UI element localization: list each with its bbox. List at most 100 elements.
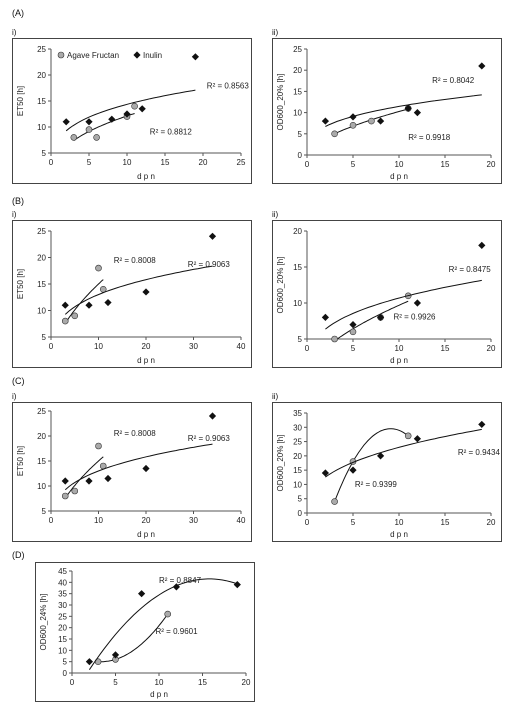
trendline-inulin [64,265,213,315]
y-tick-label: 35 [293,409,302,418]
y-tick-label: 25 [58,612,67,621]
y-tick-label: 45 [58,567,67,576]
y-tick-label: 0 [298,509,303,518]
panel-a-ii-label: ii) [272,28,279,37]
chart-c-ii: 0 5 10 15 20 0 5 10 15 20 25 30 35 d p n OD600_20% [h]… [276,409,501,539]
data-point-inulin [349,113,357,121]
y-tick-label: 30 [58,601,67,610]
data-point-inulin [138,590,146,598]
data-point-inulin [478,241,486,249]
y-tick-label: 5 [63,658,68,667]
x-tick-label: 15 [441,344,450,353]
data-point-inulin [377,117,385,125]
x-tick-label: 20 [142,342,151,351]
y-tick-label: 20 [37,71,46,80]
x-tick-label: 0 [305,518,310,527]
section-label-d: (D) [12,550,25,560]
x-axis-label: d p n [390,172,408,181]
panel-c-i-label: i) [12,392,17,401]
y-axis-label: OD600_20% [h] [276,74,285,131]
data-point-agave [61,492,69,500]
trendline-inulin [325,428,482,478]
r2-label-agave: R² = 0.9601 [156,627,199,636]
x-tick-label: 15 [441,518,450,527]
trendline-agave [334,300,409,340]
data-point-agave [164,610,171,618]
trendline-agave [64,279,104,324]
x-tick-label: 0 [305,160,310,169]
y-tick-label: 15 [293,466,302,475]
trendline-inulin [65,89,196,132]
data-point-agave [70,134,78,141]
x-tick-label: 20 [242,678,251,687]
y-tick-label: 5 [42,149,47,158]
y-tick-label: 10 [37,482,46,491]
x-tick-label: 40 [237,342,246,351]
y-tick-label: 20 [37,254,46,263]
y-tick-label: 40 [58,578,67,587]
x-tick-label: 0 [305,344,310,353]
y-axis-label: ET50 [h] [16,86,25,116]
data-point-inulin [191,53,199,61]
chart-panel-c-ii: 0 5 10 15 20 0 5 10 15 20 25 30 35 d p n OD600_20% [h]… [272,402,502,542]
y-axis-label: OD600_20% [h] [276,257,285,314]
data-point-agave [95,442,102,450]
r2-label-inulin: R² = 0.9063 [188,260,231,269]
y-tick-label: 25 [37,407,46,416]
x-tick-label: 20 [199,158,208,167]
trendline-agave [64,456,104,499]
r2-label-inulin: R² = 0.9434 [458,448,501,457]
r2-label-inulin: R² = 0.9063 [188,434,231,443]
r2-label-agave: R² = 0.8008 [114,256,157,265]
x-tick-label: 0 [70,678,75,687]
section-label-b: (B) [12,196,24,206]
data-point-agave [93,134,100,141]
data-point-agave [349,122,357,129]
x-tick-label: 10 [395,518,404,527]
data-point-agave [71,487,79,495]
legend-label-agave: Agave Fructan [67,51,119,60]
x-tick-label: 5 [113,678,118,687]
y-tick-label: 35 [58,590,67,599]
y-tick-label: 15 [293,87,302,96]
chart-panel-a-ii: 0 5 10 15 20 0 5 10 15 20 25 d p n OD600_20% [h] R² =… [272,38,502,184]
chart-c-i: 0 10 20 30 40 5 10 15 20 25 d p n ET50 [h] R² = 0.80… [16,407,246,539]
y-tick-label: 5 [298,130,303,139]
trendline-agave [334,428,409,502]
y-tick-label: 20 [293,227,302,236]
x-tick-label: 30 [189,342,198,351]
data-point-inulin [108,115,116,123]
x-tick-label: 10 [94,342,103,351]
y-tick-label: 15 [37,280,46,289]
data-point-inulin [61,477,69,485]
panel-c-ii-label: ii) [272,392,279,401]
x-tick-label: 15 [441,160,450,169]
r2-label-inulin: R² = 0.8847 [159,576,202,585]
y-tick-label: 20 [58,624,67,633]
trendline-inulin [64,443,213,491]
y-tick-label: 25 [37,227,46,236]
data-point-inulin [104,298,112,307]
x-axis-label: d p n [390,530,408,539]
chart-b-i: 0 10 20 30 40 5 10 15 20 25 d p n ET50 [h] R² = 0.80… [16,227,246,365]
data-point-inulin [104,474,112,483]
y-tick-label: 30 [293,423,302,432]
data-point-inulin [85,477,93,485]
section-label-c: (C) [12,376,25,386]
data-point-inulin [478,420,486,429]
section-label-a: (A) [12,8,24,18]
y-tick-label: 10 [293,480,302,489]
x-axis-label: d p n [137,356,155,365]
data-point-inulin [413,109,421,117]
data-point-inulin [62,118,70,126]
legend-marker-agave [57,51,65,59]
y-tick-label: 15 [293,263,302,272]
x-axis-label: d p n [137,530,155,539]
data-point-agave [85,126,93,133]
x-tick-label: 0 [49,516,54,525]
r2-label-agave: R² = 0.8812 [150,127,193,136]
x-tick-label: 15 [198,678,207,687]
data-point-agave [331,130,338,138]
data-point-inulin [138,105,146,113]
y-tick-label: 20 [293,66,302,75]
